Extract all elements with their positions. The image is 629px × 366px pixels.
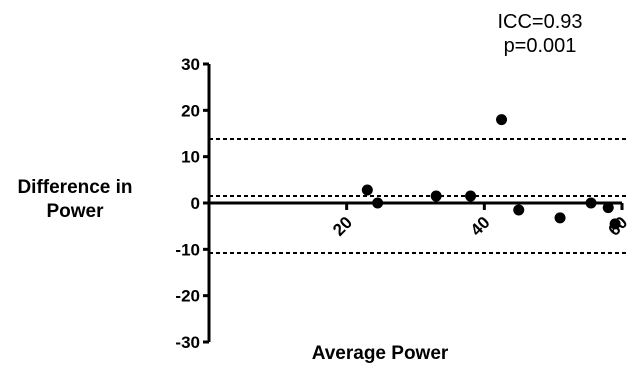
data-point xyxy=(361,184,373,196)
y-tick-label: 10 xyxy=(181,148,200,167)
data-point xyxy=(602,202,614,214)
x-tick-label: 40 xyxy=(467,213,494,240)
data-point xyxy=(609,218,621,230)
icc-annotation: ICC=0.93 xyxy=(497,11,583,33)
data-point xyxy=(372,197,384,209)
x-tick-label: 20 xyxy=(329,213,356,240)
y-tick-label: -20 xyxy=(175,287,200,306)
data-point xyxy=(554,212,566,224)
data-point xyxy=(513,204,525,216)
y-tick-label: -30 xyxy=(175,333,200,352)
y-tick-label: 0 xyxy=(191,194,200,213)
y-tick-label: -10 xyxy=(175,240,200,259)
y-axis-label-line2: Power xyxy=(46,201,104,222)
p-value-annotation: p=0.001 xyxy=(503,35,577,57)
data-point xyxy=(496,114,508,126)
data-point xyxy=(430,190,442,202)
data-point xyxy=(465,190,477,202)
y-tick-label: 20 xyxy=(181,101,200,120)
y-tick-label: 30 xyxy=(181,55,200,74)
y-axis-label-line1: Difference in xyxy=(17,177,133,198)
y-axis-label: Difference in Power xyxy=(0,176,150,224)
x-axis-label: Average Power xyxy=(311,343,449,364)
data-point xyxy=(585,197,597,209)
